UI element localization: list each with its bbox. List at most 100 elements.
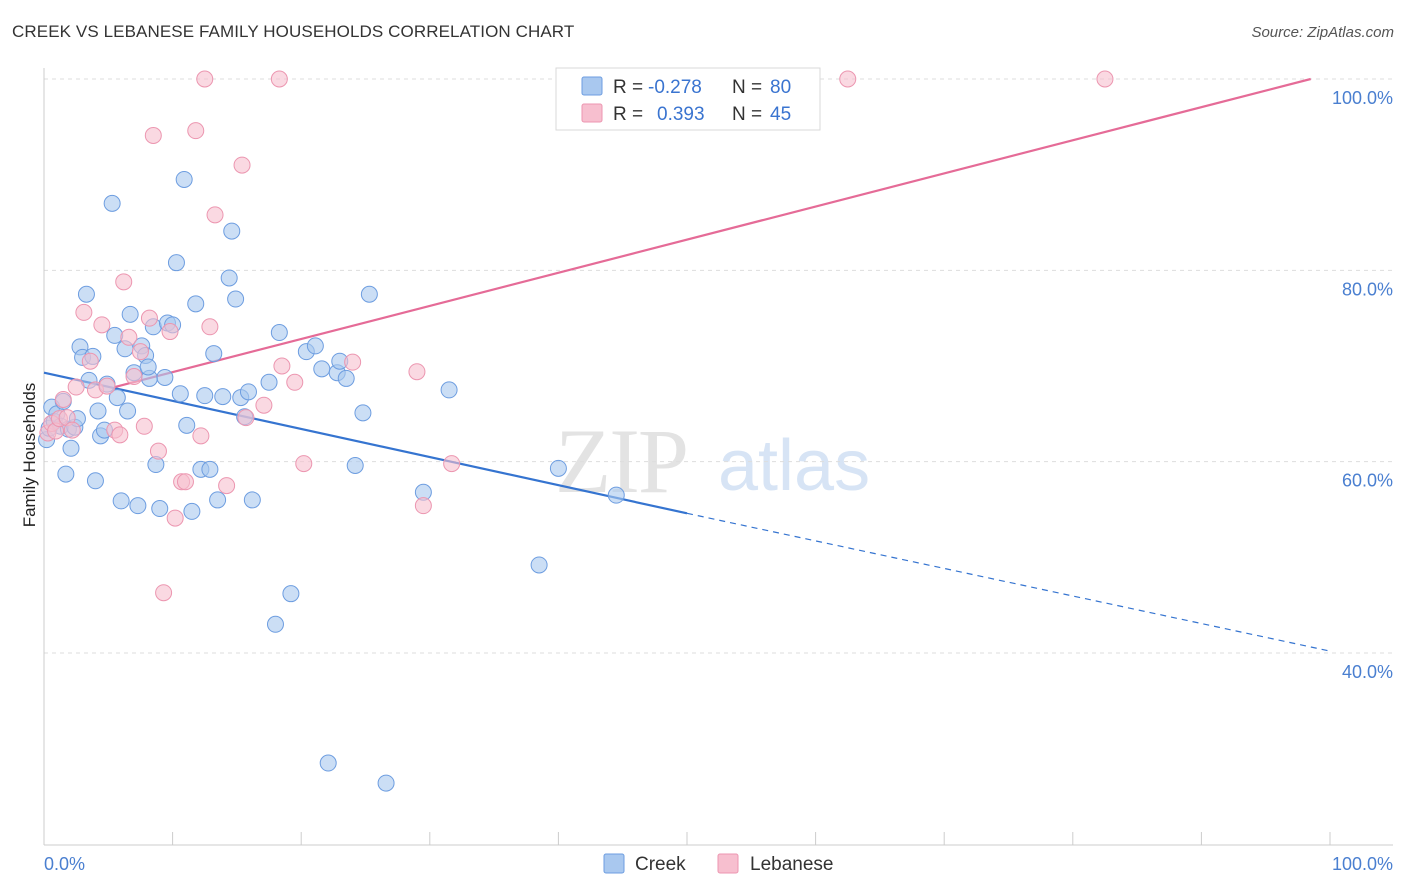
bottom-legend-creek-swatch [603,853,625,874]
trend-lines [43,77,1331,652]
lebanese-trend-line [114,77,1311,389]
lebanese-point-22 [149,442,167,460]
lebanese-point-46 [1096,70,1114,88]
y-axis-label: Family Households [20,383,39,528]
creek-point-77 [139,358,157,376]
creek-point-35 [151,500,169,518]
lebanese-point-20 [140,309,158,327]
creek-point-79 [196,387,214,405]
creek-point-68 [346,456,364,474]
creek-trend-line-extension [686,512,1331,652]
lebanese-point-42 [408,363,426,381]
x-tick-label-min: 0.0% [44,854,85,874]
source-credit: Source: ZipAtlas.com [1251,24,1394,41]
creek-point-22 [106,326,124,344]
creek-point-58 [266,615,284,633]
creek-point-9 [62,439,80,457]
creek-point-44 [187,295,205,313]
lebanese-point-7 [67,378,85,396]
creek-point-39 [167,254,185,272]
creek-point-48 [209,491,227,509]
creek-point-73 [530,556,548,574]
lebanese-point-12 [98,377,116,395]
lebanese-point-6 [63,421,81,439]
creek-point-51 [223,222,241,240]
y-tick-label-40: 40.0% [1342,662,1393,682]
creek-point-76 [377,774,395,792]
bottom-legend: Creek Lebanese [603,853,833,875]
creek-point-36 [156,368,174,386]
data-points [38,70,1114,792]
legend-creek-n-label: N = [732,77,762,98]
creek-point-46 [201,460,219,478]
lebanese-point-9 [81,352,99,370]
creek-point-74 [549,459,567,477]
lebanese-point-28 [187,122,205,140]
y-tick-label-60: 60.0% [1342,471,1393,491]
series-creek [38,170,625,792]
lebanese-point-43 [414,497,432,515]
creek-point-55 [239,383,257,401]
creek-point-62 [306,337,324,355]
bottom-legend-lebanese-swatch [717,853,739,874]
creek-point-24 [112,492,130,510]
lebanese-point-34 [233,156,251,174]
lebanese-point-11 [93,316,111,334]
lebanese-point-33 [218,477,236,495]
creek-point-49 [214,388,232,406]
legend-creek-r-label: R = [613,77,643,98]
legend-lebanese-n-value: 45 [770,104,791,125]
creek-point-13 [77,285,95,303]
creek-point-7 [57,465,75,483]
creek-trend-line [43,371,688,515]
lebanese-point-4 [54,390,72,408]
lebanese-point-8 [75,303,93,321]
lebanese-point-24 [161,323,179,341]
lebanese-point-40 [295,455,313,473]
creek-point-17 [89,402,107,420]
lebanese-point-38 [273,357,291,375]
lebanese-point-29 [192,427,210,445]
lebanese-point-41 [344,353,362,371]
legend-creek-r-value: -0.278 [648,77,702,98]
creek-point-43 [183,502,201,520]
lebanese-point-32 [206,206,224,224]
lebanese-point-14 [111,426,129,444]
lebanese-point-27 [176,473,194,491]
lebanese-point-15 [115,273,133,291]
creek-point-60 [282,585,300,603]
creek-point-63 [313,360,331,378]
lebanese-point-30 [196,70,214,88]
creek-point-26 [119,402,137,420]
creek-point-16 [86,472,104,490]
legend-box: R = -0.278 N = 80 R = 0.393 N = 45 [555,67,821,131]
creek-point-75 [607,486,625,504]
lebanese-point-23 [155,584,173,602]
creek-point-21 [103,194,121,212]
lebanese-point-37 [270,70,288,88]
legend-lebanese-r-value: 0.393 [657,104,705,125]
creek-point-41 [175,170,193,188]
creek-point-47 [205,345,223,363]
legend-lebanese-swatch [581,103,603,123]
creek-point-52 [227,290,245,308]
lebanese-point-17 [125,368,143,386]
lebanese-point-35 [237,409,255,427]
lebanese-point-16 [120,328,138,346]
lebanese-point-18 [131,343,149,361]
lebanese-point-25 [166,509,184,527]
lebanese-point-44 [443,455,461,473]
lebanese-point-39 [286,373,304,391]
y-tick-label-80: 80.0% [1342,279,1393,299]
creek-point-42 [178,416,196,434]
creek-point-69 [354,404,372,422]
creek-point-67 [337,369,355,387]
axes: 40.0% 60.0% 80.0% 100.0% [43,68,1393,846]
series-lebanese [39,70,1114,602]
creek-point-59 [270,324,288,342]
legend-lebanese-n-label: N = [732,104,762,125]
chart-title: CREEK VS LEBANESE FAMILY HOUSEHOLDS CORR… [12,22,575,41]
x-tick-label-max: 100.0% [1332,854,1393,874]
creek-point-27 [121,305,139,323]
